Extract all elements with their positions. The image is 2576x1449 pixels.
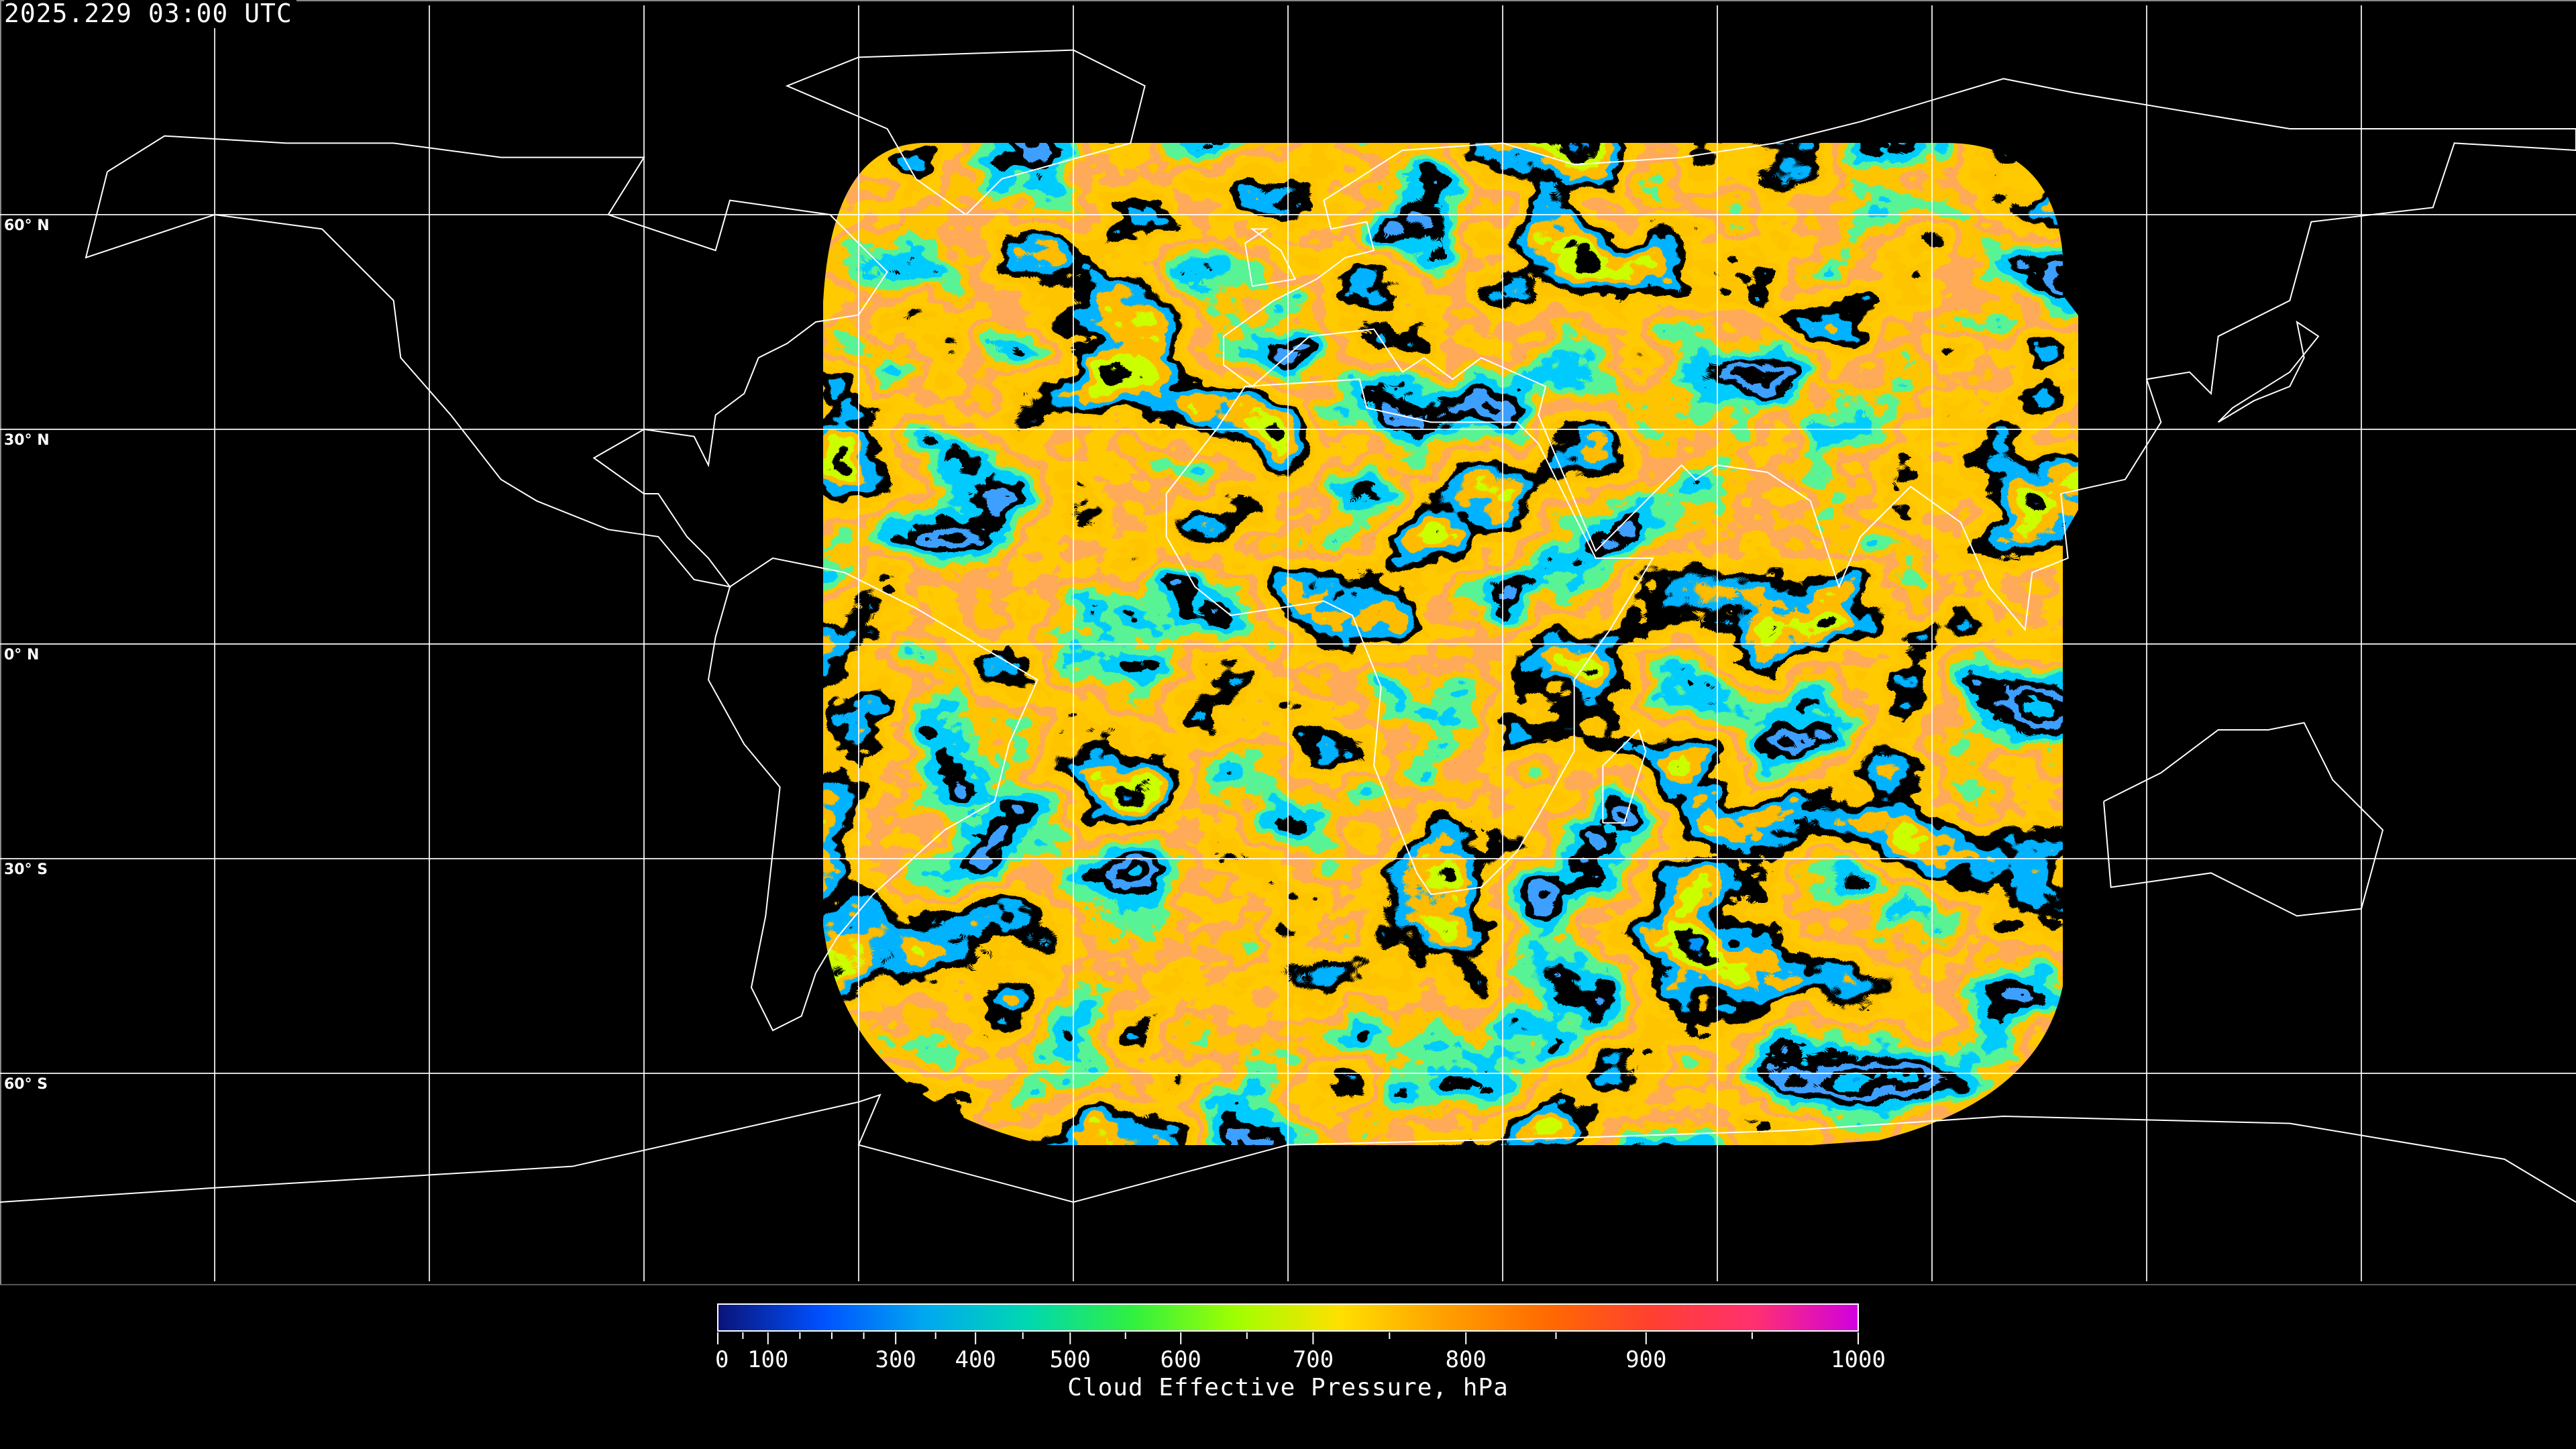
coastline [2103, 722, 2384, 917]
coastline [1602, 729, 1647, 824]
colorbar-tick-label: 400 [955, 1346, 996, 1373]
colorbar-tick-label: 100 [747, 1346, 788, 1373]
latitude-label: 60° N [4, 217, 50, 234]
coastline [1244, 228, 1297, 287]
colorbar-tick-label: 0 [715, 1346, 729, 1373]
colorbar-tick-label: 1000 [1831, 1346, 1886, 1373]
timestamp-label: 2025.229 03:00 UTC [4, 0, 297, 28]
world-map [0, 5, 2576, 1281]
colorbar-gradient [717, 1303, 1859, 1332]
coastline [785, 49, 1146, 215]
latitude-label: 30° N [4, 432, 50, 449]
map-frame [0, 0, 2576, 1285]
coastline [0, 1093, 2576, 1203]
coastline [707, 557, 1038, 1032]
colorbar-tick-label: 700 [1293, 1346, 1334, 1373]
colorbar-tick-label: 300 [875, 1346, 916, 1373]
coastline [85, 135, 888, 588]
colorbar: 0 100 300 400 500 600 700 800 900 1000 [715, 1303, 1886, 1373]
graticule [0, 5, 2576, 1281]
coastlines [0, 49, 2576, 1203]
latitude-label: 30° S [4, 861, 48, 878]
colorbar-tick-label: 800 [1445, 1346, 1486, 1373]
latitude-label: 0° N [4, 647, 40, 663]
colorbar-tick-label: 500 [1050, 1346, 1091, 1373]
colorbar-title: Cloud Effective Pressure, hPa [1067, 1374, 1509, 1401]
colorbar-tick-label: 900 [1625, 1346, 1666, 1373]
coastline [1165, 378, 1654, 896]
coastline [2217, 320, 2320, 423]
latitude-label: 60° S [4, 1076, 48, 1093]
colorbar-tick-label: 600 [1160, 1346, 1201, 1373]
